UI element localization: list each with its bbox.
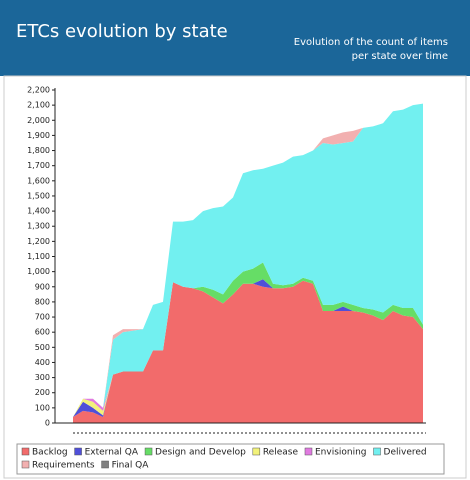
- area: [73, 103, 423, 417]
- y-tick-label: 1,500: [27, 191, 50, 200]
- y-tick-label: 1,400: [27, 207, 50, 216]
- y-tick-label: 1,100: [27, 252, 50, 261]
- legend-label: Final QA: [112, 461, 150, 471]
- y-tick-label: 200: [35, 388, 50, 397]
- legend-box: [16, 443, 445, 475]
- legend-label: Backlog: [32, 448, 68, 458]
- y-tick-label: 800: [35, 297, 50, 306]
- legend-label: Delivered: [384, 448, 427, 458]
- legend-label: External QA: [85, 448, 139, 458]
- legend-label: Release: [263, 448, 299, 458]
- plot: [73, 103, 423, 423]
- chart-subtitle: Evolution of the count of items per state…: [294, 37, 448, 62]
- y-tick-label: 1,300: [27, 222, 50, 231]
- y-tick-label: 400: [35, 358, 50, 367]
- legend-swatch: [21, 447, 30, 456]
- legend-label: Envisioning: [315, 448, 367, 458]
- y-tick-label: 0: [45, 419, 50, 428]
- y-tick-label: 2,200: [27, 86, 50, 95]
- y-tick-label: 600: [35, 328, 50, 337]
- y-tick-label: 1,200: [27, 237, 50, 246]
- header: [0, 0, 470, 76]
- y-tick-label: 2,000: [27, 116, 50, 125]
- y-tick-label: 700: [35, 313, 50, 322]
- y-tick-label: 1,700: [27, 161, 50, 170]
- legend-swatch: [74, 447, 82, 456]
- area: [73, 280, 423, 423]
- y-tick-label: 300: [35, 373, 50, 382]
- legend-label: Requirements: [32, 461, 95, 471]
- y-tick-label: 1,000: [27, 267, 50, 276]
- y-tick-label: 1,900: [27, 131, 50, 140]
- legend-swatch: [373, 447, 381, 456]
- y-tick-label: 1,600: [27, 176, 50, 185]
- chart-title: ETCs evolution by state: [16, 21, 228, 42]
- legend-swatch: [304, 447, 313, 456]
- legend-swatch: [101, 460, 109, 469]
- legend-swatch: [144, 447, 153, 456]
- legend-label: Design and Develop: [155, 448, 246, 458]
- legend-swatch: [252, 447, 261, 456]
- y-tick-label: 100: [35, 403, 50, 412]
- y-tick-label: 900: [35, 282, 50, 291]
- y-tick-label: 500: [35, 343, 50, 352]
- legend-swatch: [21, 460, 30, 469]
- y-tick-label: 1,800: [27, 146, 50, 155]
- y-tick-label: 2,100: [27, 101, 50, 110]
